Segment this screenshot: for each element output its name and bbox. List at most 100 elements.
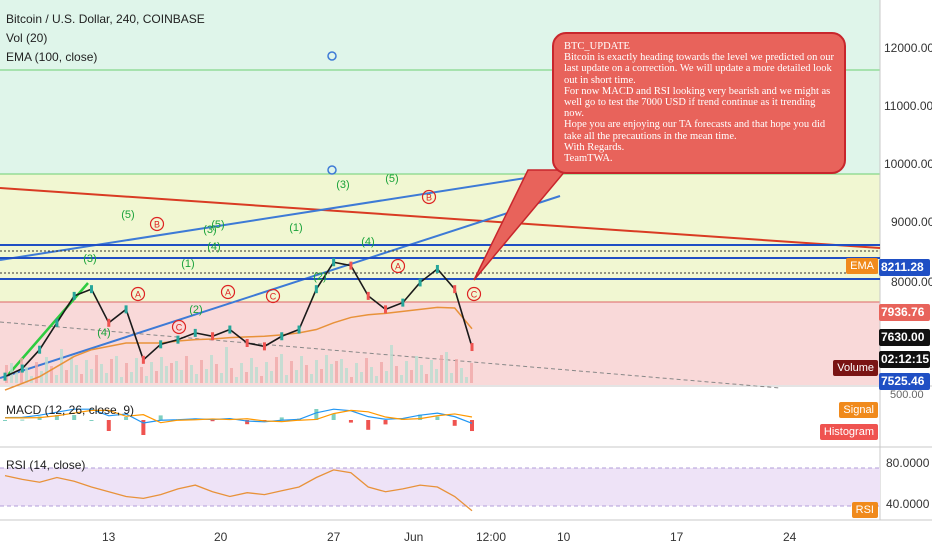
elliott-wave-labels: (3)(5)(4)(1)(2)(3)(4)(5) (1)(2)(3)(4)(5)B…	[83, 173, 482, 339]
rsi-tag[interactable]: RSI	[851, 502, 878, 518]
wave-label: (3)	[203, 224, 216, 236]
volume-bar	[445, 352, 448, 383]
ema-legend[interactable]: EMA (100, close)	[6, 50, 98, 64]
wave-circle	[466, 286, 482, 302]
volume-bar	[15, 372, 18, 383]
macd-histogram-bar	[245, 420, 250, 425]
wave-circle	[220, 284, 236, 300]
volume-bar	[250, 358, 253, 383]
callout-title: BTC_UPDATE	[564, 41, 630, 52]
volume-bar	[115, 356, 118, 383]
price-candle	[245, 338, 249, 347]
volume-bar	[425, 374, 428, 383]
volume-bar	[360, 372, 363, 383]
volume-bar	[275, 357, 278, 383]
volume-bar	[400, 375, 403, 383]
callout-pointer	[473, 169, 568, 281]
macd-histogram-bar	[418, 414, 423, 420]
wave-letter: B	[426, 193, 432, 203]
wave-letter: C	[471, 290, 478, 300]
volume-bar	[410, 370, 413, 383]
price-series	[3, 258, 474, 381]
price-candle	[418, 278, 422, 287]
wave-letter: B	[154, 220, 160, 230]
volume-bar	[315, 360, 318, 383]
price-candle	[55, 318, 59, 327]
volume-bar	[285, 375, 288, 383]
volume-bar	[80, 374, 83, 383]
callout-body: Bitcoin is exactly heading towards the l…	[564, 52, 835, 165]
volume-bar	[100, 364, 103, 383]
price-candle	[176, 335, 180, 344]
ema-tag[interactable]: EMA	[846, 258, 878, 274]
volume-bar	[200, 360, 203, 383]
macd-histogram-bar	[3, 420, 7, 421]
wave-label: (1)	[289, 222, 302, 234]
volume-bar	[70, 356, 73, 383]
volume-bar	[265, 362, 268, 383]
volume-bar	[160, 357, 163, 383]
volume-bar	[390, 345, 393, 383]
macd-histogram-bar	[348, 420, 353, 423]
signal-tag[interactable]: Signal	[839, 402, 878, 418]
price-candle	[20, 364, 24, 373]
wave-label: (5)	[385, 173, 398, 185]
volume-bar	[255, 367, 258, 383]
wave-label: (4)	[97, 327, 110, 339]
macd-histogram-bar	[452, 420, 457, 426]
macd-histogram-bar	[331, 414, 336, 420]
volume-bar	[25, 367, 28, 383]
macd-legend[interactable]: MACD (12, 26, close, 9)	[6, 403, 135, 417]
volume-bar	[240, 363, 243, 383]
histogram-tag[interactable]: Histogram	[819, 424, 878, 440]
volume-bar	[295, 370, 298, 383]
price-candle	[107, 318, 111, 327]
volume-tag[interactable]: Volume	[833, 360, 878, 376]
volume-bar	[65, 370, 68, 383]
rsi-legend[interactable]: RSI (14, close)	[6, 458, 86, 472]
wave-label: (4)	[207, 241, 220, 253]
price-candle	[193, 328, 197, 337]
macd-histogram-bar	[279, 417, 284, 420]
wave-letter: A	[395, 262, 401, 272]
wave-letter: A	[225, 288, 231, 298]
volume-bar	[95, 355, 98, 383]
volume-bar	[260, 376, 263, 383]
volume-legend[interactable]: Vol (20)	[6, 31, 48, 45]
volume-bar	[405, 361, 408, 383]
time-tick-27: 27	[327, 530, 341, 544]
price-candle	[89, 285, 93, 294]
macd-histogram-bar	[435, 416, 440, 420]
signal-line	[5, 409, 473, 424]
volume-bar	[450, 373, 453, 383]
macd-histogram-bar	[20, 419, 25, 421]
volume-bar	[120, 377, 123, 383]
volume-bar	[215, 364, 218, 383]
price-candle	[470, 343, 474, 352]
price-candle	[211, 332, 215, 341]
volume-bar	[90, 369, 93, 383]
volume-bar	[380, 362, 383, 383]
ema-price-label: 8211.28	[879, 259, 930, 276]
volume-bar	[85, 360, 88, 383]
symbol-legend[interactable]: Bitcoin / U.S. Dollar, 240, COINBASE	[6, 12, 205, 26]
price-candle	[3, 372, 7, 381]
price-candle	[384, 305, 388, 314]
price-tick-12000: 12000.00	[884, 41, 932, 55]
volume-bar	[165, 366, 168, 383]
wave-label: (3)	[336, 179, 349, 191]
wave-circle	[421, 189, 437, 205]
target-circle-2	[327, 165, 337, 175]
volume-bar	[385, 371, 388, 383]
wave-circle	[171, 319, 187, 335]
volume-bar	[105, 373, 108, 383]
target-circle-1	[327, 51, 337, 61]
macd-histogram-bar	[210, 420, 215, 422]
price-label-low: 7525.46	[879, 373, 930, 390]
volume-bar	[335, 361, 338, 383]
price-candle	[366, 291, 370, 300]
macd-histogram-bar	[141, 420, 146, 435]
wave-label: (3)	[83, 253, 96, 265]
price-candle	[349, 261, 353, 270]
wave-circle	[130, 286, 146, 302]
